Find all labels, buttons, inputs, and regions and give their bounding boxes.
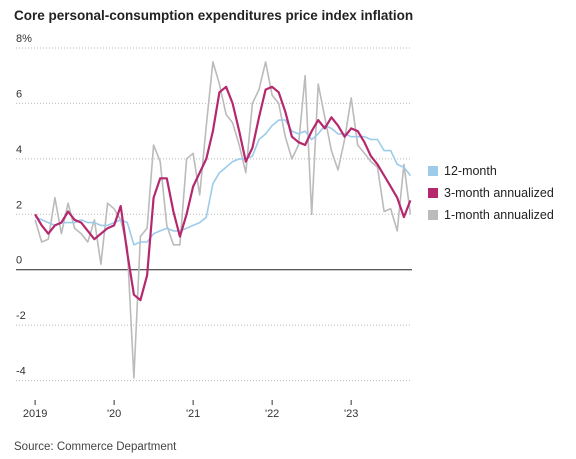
y-tick-label: 2 <box>16 199 22 211</box>
x-tick-label: '21 <box>186 408 200 420</box>
y-tick-label: 6 <box>16 88 22 100</box>
legend-label: 3-month annualized <box>444 186 554 200</box>
y-tick-label: -4 <box>16 366 26 378</box>
y-tick-label: 4 <box>16 144 22 156</box>
legend-swatch <box>428 188 438 198</box>
legend-swatch <box>428 210 438 220</box>
x-tick-label: 2019 <box>23 408 47 420</box>
series-line <box>34 119 412 246</box>
y-tick-label: 8% <box>16 33 32 45</box>
x-tick-label: '22 <box>265 408 279 420</box>
y-tick-label: 0 <box>16 255 22 267</box>
series-line <box>34 85 412 302</box>
y-tick-label: -2 <box>16 310 26 322</box>
legend-label: 1-month annualized <box>444 208 554 222</box>
x-tick-label: '20 <box>107 408 121 420</box>
source-note: Source: Commerce Department <box>14 441 177 453</box>
series-line <box>34 61 412 379</box>
legend-swatch <box>428 166 438 176</box>
legend-label: 12-month <box>444 164 497 178</box>
chart-title: Core personal-consumption expenditures p… <box>14 8 413 23</box>
x-tick-label: '23 <box>344 408 358 420</box>
